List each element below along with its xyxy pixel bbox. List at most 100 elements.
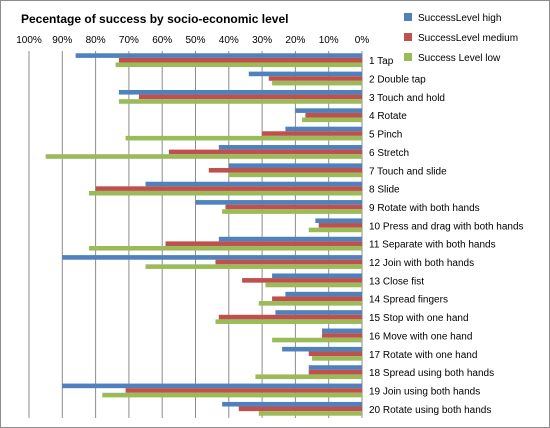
- legend: SuccessLevel high SuccessLevel medium Succ…: [404, 13, 518, 64]
- x-tick-label: 90%: [52, 35, 72, 46]
- bar: [272, 80, 362, 86]
- bar: [315, 218, 362, 224]
- bar: [262, 131, 362, 136]
- x-tick-label: 80%: [86, 35, 106, 46]
- bar: [118, 89, 362, 95]
- legend-swatch: [404, 53, 412, 61]
- bar: [88, 245, 362, 251]
- bar: [308, 227, 362, 233]
- x-tick-label: 10%: [319, 35, 339, 46]
- category-label: 4 Rotate: [369, 111, 407, 122]
- bar: [218, 145, 362, 150]
- bar: [295, 108, 362, 113]
- bar: [88, 190, 362, 196]
- bar: [308, 351, 362, 357]
- bar: [228, 163, 362, 168]
- x-tick-label: 30%: [252, 35, 272, 46]
- category-label: 1 Tap: [369, 56, 394, 67]
- chart-title: Pecentage of success by socio-economic l…: [21, 12, 288, 26]
- bar: [138, 94, 362, 100]
- bar: [208, 167, 362, 173]
- bar: [282, 346, 362, 352]
- bar: [272, 273, 362, 279]
- bar: [302, 117, 362, 123]
- bar: [228, 172, 362, 178]
- bar: [45, 154, 363, 159]
- category-label: 5 Pinch: [369, 130, 402, 141]
- bar: [115, 62, 362, 68]
- bar: [265, 282, 362, 288]
- category-label: 3 Touch and hold: [369, 93, 445, 104]
- legend-swatch: [404, 13, 412, 21]
- bars: [45, 53, 363, 416]
- category-label: 11 Separate with both hands: [369, 240, 496, 251]
- bar: [218, 314, 362, 320]
- bar: [95, 186, 362, 191]
- bar: [165, 241, 362, 246]
- category-label: 8 Slide: [369, 185, 400, 196]
- x-tick-label: 50%: [185, 35, 205, 46]
- category-label: 14 Spread fingers: [369, 295, 448, 306]
- bar: [222, 401, 362, 407]
- bar: [272, 296, 362, 302]
- bar: [218, 236, 362, 242]
- x-tick-label: 0%: [355, 35, 370, 46]
- bar: [75, 53, 363, 58]
- bar: [145, 264, 362, 269]
- bar: [308, 369, 362, 375]
- category-label: 13 Close fist: [369, 276, 424, 287]
- x-tick-label: 100%: [16, 35, 42, 46]
- bar: [285, 126, 362, 132]
- bar: [168, 149, 362, 155]
- bar: [255, 374, 362, 380]
- x-tick-label: 70%: [119, 35, 139, 46]
- category-label: 18 Spread using both hands: [369, 368, 494, 379]
- bar: [248, 71, 362, 77]
- bar: [195, 200, 362, 205]
- bar: [322, 328, 362, 334]
- bar: [258, 301, 362, 306]
- category-label: 20 Rotate using both hands: [369, 405, 491, 416]
- bar: [125, 135, 362, 141]
- category-labels: 1 Tap 2 Double tap 3 Touch and hold 4 Rotat…: [369, 56, 524, 416]
- bar: [145, 181, 362, 187]
- bar: [225, 204, 362, 210]
- bar: [118, 57, 362, 63]
- bar: [272, 337, 362, 343]
- bar: [308, 365, 362, 370]
- bar: [305, 112, 362, 118]
- legend-swatch: [404, 33, 412, 41]
- bar: [215, 319, 362, 324]
- category-label: 17 Rotate with one hand: [369, 350, 477, 361]
- category-label: 6 Stretch: [369, 148, 409, 159]
- category-label: 16 Move with one hand: [369, 331, 472, 342]
- bar: [242, 278, 362, 283]
- bar: [322, 333, 362, 338]
- category-label: 2 Double tap: [369, 75, 426, 86]
- category-label: 19 Join using both hands: [369, 386, 480, 397]
- x-axis-ticks: 0% 10% 20% 30% 40% 50% 60% 70% 80% 90% 100%: [16, 35, 369, 46]
- legend-label: SuccessLevel medium: [418, 33, 518, 44]
- x-tick-label: 60%: [152, 35, 172, 46]
- gridlines: [28, 51, 363, 418]
- bar: [318, 223, 362, 228]
- category-label: 15 Stop with one hand: [369, 313, 469, 324]
- category-label: 9 Rotate with both hands: [369, 203, 480, 214]
- x-tick-label: 40%: [219, 35, 239, 46]
- bar: [258, 411, 362, 416]
- category-label: 10 Press and drag with both hands: [369, 221, 524, 232]
- bar: [222, 209, 362, 214]
- legend-label: Success Level low: [418, 53, 501, 64]
- category-label: 12 Join with both hands: [369, 258, 474, 269]
- bar: [285, 291, 362, 297]
- bar: [268, 76, 362, 81]
- legend-label: SuccessLevel high: [418, 13, 501, 24]
- category-label: 7 Touch and slide: [369, 166, 447, 177]
- bar: [62, 383, 363, 389]
- bar: [118, 99, 362, 104]
- bar: [62, 255, 363, 260]
- bar: [312, 356, 362, 361]
- bar: [125, 388, 362, 393]
